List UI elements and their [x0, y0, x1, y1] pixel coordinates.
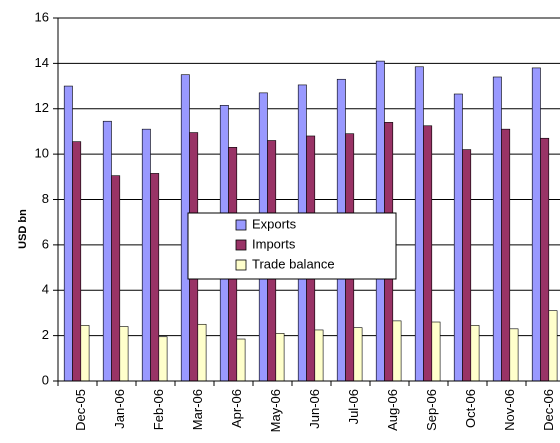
bar-imports	[72, 141, 82, 382]
bar-trade-balance	[80, 325, 90, 382]
x-tick-label: Sep-06	[424, 389, 439, 431]
x-tick-label: Feb-06	[151, 389, 166, 430]
bar-imports	[501, 128, 511, 382]
y-tick-label: 16	[35, 9, 49, 24]
y-tick-label: 8	[42, 191, 49, 206]
x-tick-label: Jul-06	[346, 389, 361, 424]
y-tick-label: 6	[42, 236, 49, 251]
x-tick-label: Oct-06	[463, 389, 478, 428]
y-tick-label: 12	[35, 100, 49, 115]
y-tick-label: 2	[42, 327, 49, 342]
x-tick-label: Dec-05	[73, 389, 88, 431]
x-tick-label: Jun-06	[307, 389, 322, 429]
bar-exports	[531, 67, 541, 382]
x-tick-label: Jan-06	[112, 389, 127, 429]
bar-trade-balance	[470, 325, 480, 382]
legend: Exports Imports Trade balance	[187, 212, 397, 280]
bar-trade-balance	[392, 320, 402, 382]
bar-trade-balance	[275, 333, 285, 382]
legend-label: Trade balance	[252, 256, 335, 271]
bar-trade-balance	[119, 326, 129, 382]
bar-imports	[111, 175, 121, 382]
legend-box	[187, 212, 397, 280]
legend-label: Exports	[252, 216, 297, 231]
legend-swatch	[235, 259, 247, 271]
bar-exports	[63, 85, 73, 382]
x-tick-label: Nov-06	[502, 389, 517, 431]
x-tick-label: Mar-06	[190, 389, 205, 430]
bar-trade-balance	[158, 336, 168, 382]
legend-label: Imports	[252, 236, 296, 251]
tick-labels: 0 2 4 6 8 10 12 14 16 Dec-05 Jan-06 Feb-06 Mar-06 Apr…	[35, 9, 556, 432]
bar-trade-balance	[197, 323, 207, 382]
y-tick-label: 0	[42, 372, 49, 387]
x-tick-label: Apr-06	[229, 389, 244, 428]
legend-swatch	[235, 219, 247, 231]
bar-imports	[462, 149, 472, 382]
y-tick-label: 4	[42, 282, 49, 297]
bar-exports	[141, 128, 151, 382]
bar-exports	[453, 93, 463, 382]
bar-trade-balance	[509, 328, 519, 382]
x-tick-label: Aug-06	[385, 389, 400, 431]
bar-imports	[423, 125, 433, 382]
bar-exports	[414, 66, 424, 382]
legend-swatch	[235, 239, 247, 251]
y-axis-title: USD bn	[17, 209, 29, 249]
y-tick-label: 10	[35, 146, 49, 161]
x-tick-label: Dec-06	[541, 389, 556, 431]
bar-trade-balance	[548, 310, 558, 382]
bar-trade-balance	[314, 329, 324, 382]
bar-trade-balance	[353, 327, 363, 382]
y-tick-label: 14	[35, 55, 49, 70]
bar-imports	[150, 173, 160, 382]
x-tick-label: May-06	[268, 389, 283, 432]
bar-exports	[102, 120, 112, 382]
bar-trade-balance	[431, 321, 441, 382]
axes	[53, 17, 560, 386]
bar-exports	[492, 76, 502, 382]
bar-trade-balance	[236, 338, 246, 382]
bar-imports	[540, 137, 550, 382]
